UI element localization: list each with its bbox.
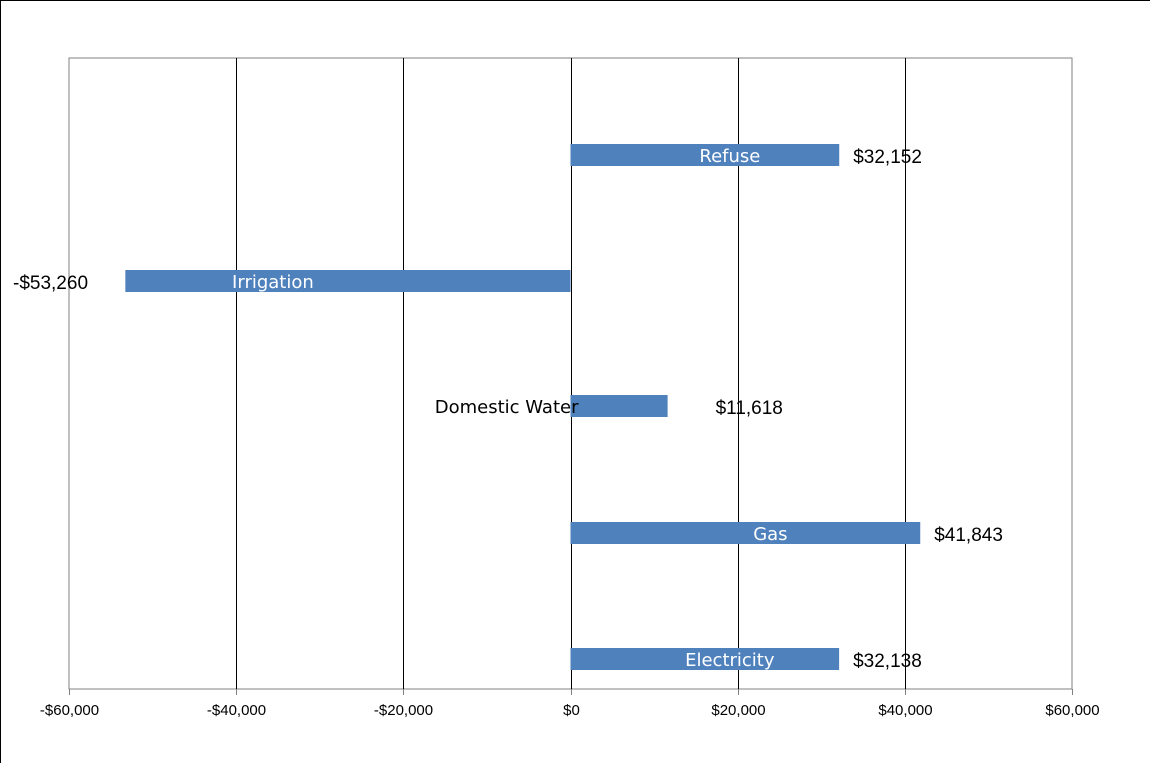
category-label: Irrigation (232, 272, 314, 293)
x-tick-label: -$20,000 (374, 702, 433, 719)
data-label: $32,152 (853, 147, 922, 168)
plot-area (68, 57, 1073, 690)
bar (125, 270, 571, 292)
x-tick-label: $60,000 (1045, 702, 1099, 719)
x-tick-label: $20,000 (711, 702, 765, 719)
x-tick-label: $40,000 (878, 702, 932, 719)
bar (570, 522, 921, 544)
category-label: Gas (753, 524, 787, 545)
bar (570, 648, 840, 670)
x-tick-label: -$60,000 (40, 702, 99, 719)
bar (570, 395, 668, 417)
category-label: Refuse (699, 146, 760, 167)
data-label: -$53,260 (13, 273, 88, 294)
bar (570, 144, 840, 166)
x-tick-label: $0 (563, 702, 580, 719)
data-label: $11,618 (716, 398, 783, 419)
category-label: Domestic Water (435, 397, 579, 418)
data-label: $32,138 (853, 651, 922, 672)
x-tick-label: -$40,000 (207, 702, 266, 719)
data-label: $41,843 (934, 525, 1003, 546)
category-label: Electricity (685, 650, 775, 671)
